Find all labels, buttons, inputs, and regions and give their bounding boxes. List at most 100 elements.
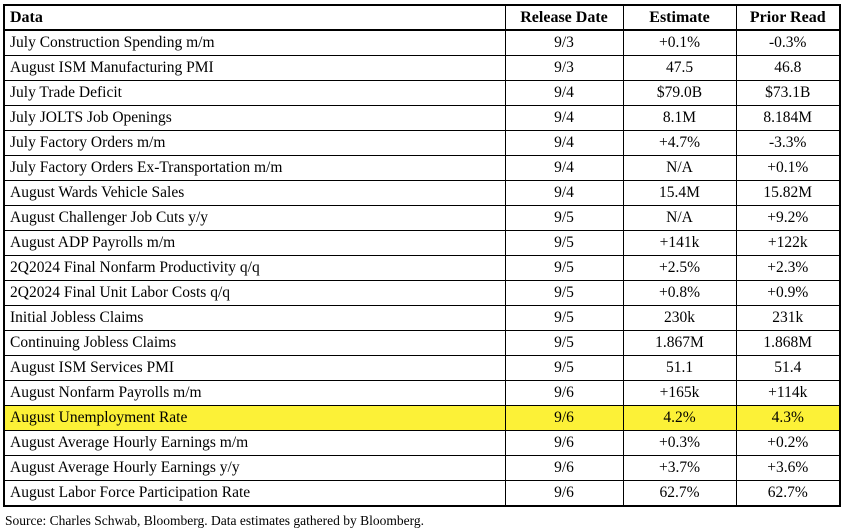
prior-read-cell: 46.8 (735, 55, 841, 81)
estimate-cell: 47.5 (622, 55, 737, 81)
table-row: August Labor Force Participation Rate 9/6… (3, 480, 841, 507)
table-row: August Challenger Job Cuts y/y 9/5 N/A +9.2… (3, 205, 841, 231)
estimate-cell: N/A (622, 155, 737, 181)
table-row: August Nonfarm Payrolls m/m 9/6 +165k +114k (3, 380, 841, 406)
release-date-cell: 9/6 (504, 455, 624, 481)
estimate-cell: +141k (622, 230, 737, 256)
prior-read-cell: 231k (735, 305, 841, 331)
table-row: July Factory Orders Ex-Transportation m/… (3, 155, 841, 181)
table-row: August Average Hourly Earnings y/y 9/6 +3.… (3, 455, 841, 481)
data-cell: July Trade Deficit (3, 80, 506, 106)
estimate-cell: 62.7% (622, 480, 737, 507)
prior-read-cell: 8.184M (735, 105, 841, 131)
data-cell: August Average Hourly Earnings y/y (3, 455, 506, 481)
prior-read-cell: 4.3% (735, 405, 841, 431)
estimate-cell: 15.4M (622, 180, 737, 206)
col-header-data: Data (3, 4, 506, 31)
estimate-cell: 230k (622, 305, 737, 331)
release-date-cell: 9/6 (504, 380, 624, 406)
release-date-cell: 9/4 (504, 80, 624, 106)
data-cell: Initial Jobless Claims (3, 305, 506, 331)
col-header-release-date: Release Date (504, 4, 624, 31)
table-row: August ISM Manufacturing PMI 9/3 47.5 46.8 (3, 55, 841, 81)
table-row: July Trade Deficit 9/4 $79.0B $73.1B (3, 80, 841, 106)
prior-read-cell: $73.1B (735, 80, 841, 106)
source-note: Source: Charles Schwab, Bloomberg. Data … (5, 513, 425, 528)
release-date-cell: 9/6 (504, 405, 624, 431)
release-date-cell: 9/5 (504, 305, 624, 331)
prior-read-cell: +0.9% (735, 280, 841, 306)
release-date-cell: 9/5 (504, 205, 624, 231)
prior-read-cell: +0.2% (735, 430, 841, 456)
release-date-cell: 9/4 (504, 155, 624, 181)
release-date-cell: 9/5 (504, 355, 624, 381)
table-row: August ISM Services PMI 9/5 51.1 51.4 (3, 355, 841, 381)
econ-data-table: Data Release Date Estimate Prior Read Ju… (3, 4, 841, 507)
highlight-mark: 230k (664, 309, 695, 326)
table-row: Initial Jobless Claims 9/5 230k 231k (3, 305, 841, 331)
data-cell: 2Q2024 Final Unit Labor Costs q/q (3, 280, 506, 306)
prior-read-cell: 62.7% (735, 480, 841, 507)
table-row: July Factory Orders m/m 9/4 +4.7% -3.3% (3, 130, 841, 156)
prior-read-cell: 51.4 (735, 355, 841, 381)
data-cell: July Construction Spending m/m (3, 29, 506, 56)
data-cell: August ISM Services PMI (3, 355, 506, 381)
data-cell: July Factory Orders Ex-Transportation m/… (3, 155, 506, 181)
estimate-cell: 1.867M (622, 330, 737, 356)
data-cell: August Average Hourly Earnings m/m (3, 430, 506, 456)
release-date-cell: 9/5 (504, 230, 624, 256)
table-row: July JOLTS Job Openings 9/4 8.1M 8.184M (3, 105, 841, 131)
col-header-prior-read: Prior Read (735, 4, 841, 31)
data-cell: August Nonfarm Payrolls m/m (3, 380, 506, 406)
estimate-cell: 4.2% (622, 405, 737, 431)
release-date-cell: 9/3 (504, 29, 624, 56)
prior-read-cell: +3.6% (735, 455, 841, 481)
estimate-cell: +0.3% (622, 430, 737, 456)
table-row: August ADP Payrolls m/m 9/5 +141k +122k (3, 230, 841, 256)
highlight-mark: ISM Manufacturing PMI (58, 59, 214, 76)
data-cell: August Unemployment Rate (3, 405, 506, 431)
estimate-cell: $79.0B (622, 80, 737, 106)
release-date-cell: 9/5 (504, 330, 624, 356)
data-cell: August Labor Force Participation Rate (3, 480, 506, 507)
release-date-cell: 9/4 (504, 130, 624, 156)
release-date-cell: 9/3 (504, 55, 624, 81)
release-date-cell: 9/5 (504, 280, 624, 306)
data-cell: 2Q2024 Final Nonfarm Productivity q/q (3, 255, 506, 281)
prior-read-cell: -3.3% (735, 130, 841, 156)
prior-read-cell: +122k (735, 230, 841, 256)
table-row: Continuing Jobless Claims 9/5 1.867M 1.868M (3, 330, 841, 356)
table-row: 2Q2024 Final Nonfarm Productivity q/q 9/5… (3, 255, 841, 281)
prior-read-cell: -0.3% (735, 29, 841, 56)
table-row: August Wards Vehicle Sales 9/4 15.4M 15.82M (3, 180, 841, 206)
table-body: July Construction Spending m/m 9/3 +0.1% -0… (3, 29, 841, 507)
prior-read-cell: 1.868M (735, 330, 841, 356)
release-date-cell: 9/5 (504, 255, 624, 281)
release-date-cell: 9/6 (504, 480, 624, 507)
prior-read-cell: +114k (735, 380, 841, 406)
estimate-cell: +165k (622, 380, 737, 406)
estimate-cell: +0.8% (622, 280, 737, 306)
data-cell: July Factory Orders m/m (3, 130, 506, 156)
data-cell: August ADP Payrolls m/m (3, 230, 506, 256)
prior-read-cell: +0.1% (735, 155, 841, 181)
highlight-mark: Construction Spending (39, 34, 183, 51)
estimate-cell: +4.7% (622, 130, 737, 156)
estimate-cell: +0.1% (622, 29, 737, 56)
estimate-cell: 51.1 (622, 355, 737, 381)
prior-read-cell: 15.82M (735, 180, 841, 206)
highlight-mark: ISM Services PMI (58, 359, 175, 376)
release-date-cell: 9/4 (504, 105, 624, 131)
estimate-cell: 8.1M (622, 105, 737, 131)
table-row: July Construction Spending m/m 9/3 +0.1% -0… (3, 29, 841, 56)
data-cell: August Wards Vehicle Sales (3, 180, 506, 206)
data-cell: Continuing Jobless Claims (3, 330, 506, 356)
highlight-mark: 2Q2024 Final Nonfarm Productivity q/q (10, 259, 260, 276)
table-row: August Average Hourly Earnings m/m 9/6 +0.… (3, 430, 841, 456)
release-date-cell: 9/4 (504, 180, 624, 206)
prior-read-cell: +2.3% (735, 255, 841, 281)
estimate-cell: +2.5% (622, 255, 737, 281)
table-row: 2Q2024 Final Unit Labor Costs q/q 9/5 +0.8… (3, 280, 841, 306)
col-header-estimate: Estimate (622, 4, 737, 31)
data-cell: August ISM Manufacturing PMI (3, 55, 506, 81)
